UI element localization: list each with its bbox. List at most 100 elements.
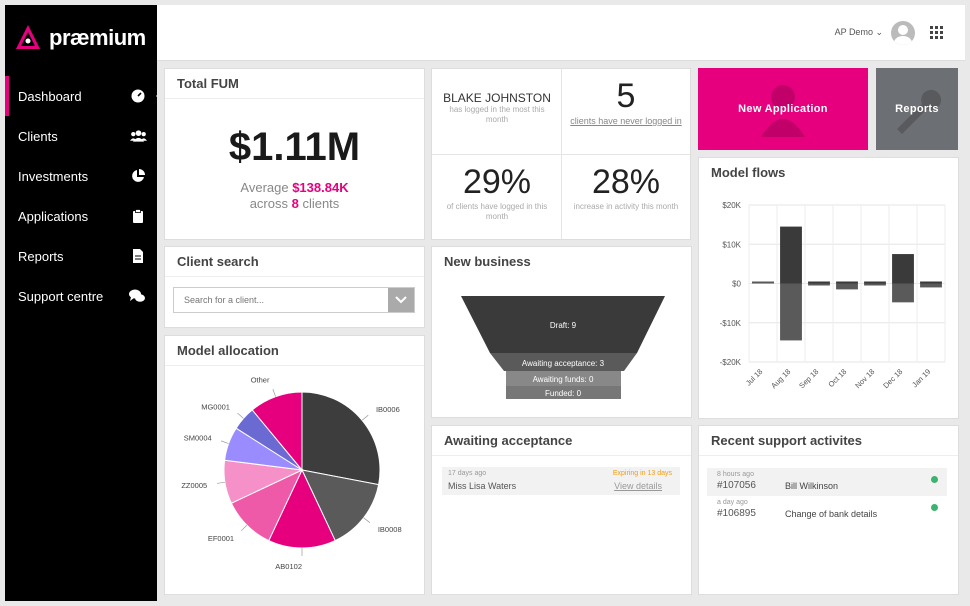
top-user-caption: has logged in the most this month — [449, 105, 545, 124]
bar-oct-18[interactable] — [836, 283, 858, 290]
y-tick-label: $0 — [732, 280, 741, 289]
activity-caption: increase in activity this month — [573, 202, 679, 211]
new-business-card: New business Draft: 9 Awaiting acceptanc… — [431, 246, 692, 418]
sidebar: præmium Dashboard Clients Investments Ap… — [5, 5, 163, 601]
activity-value: 28% — [591, 163, 661, 201]
funnel-label-funded: Funded: 0 — [545, 389, 582, 398]
pie-label-leader — [363, 517, 371, 523]
recent-support-card: Recent support activites 8 hours ago #10… — [698, 425, 959, 595]
never-logged-link[interactable]: clients have never logged in — [570, 116, 682, 126]
sidebar-item-applications[interactable]: Applications — [5, 196, 157, 236]
pie-label: ZZ0005 — [181, 481, 207, 490]
stats-card: BLAKE JOHNSTON has logged in the most th… — [431, 68, 691, 240]
brand-name: præmium — [49, 24, 146, 50]
pie-slice-ib0006[interactable] — [301, 391, 381, 486]
funnel-stage-awaiting-acceptance[interactable] — [490, 353, 637, 371]
pie-label-leader — [237, 412, 244, 419]
sidebar-item-clients[interactable]: Clients — [5, 116, 157, 156]
list-item[interactable]: 17 days ago Miss Lisa Waters Expiring in… — [442, 467, 680, 495]
search-box — [173, 287, 415, 313]
pie-slice-other[interactable] — [251, 391, 303, 472]
bar-aug-18[interactable] — [780, 226, 802, 284]
bar-oct-18[interactable] — [836, 281, 858, 284]
card-title: Model flows — [711, 165, 786, 180]
x-tick-label: Nov 18 — [853, 367, 876, 390]
funnel-label-awaiting-acceptance: Awaiting acceptance: 3 — [522, 359, 605, 368]
wrench-icon — [897, 89, 942, 134]
y-tick-label: -$10K — [720, 319, 742, 328]
apps-grid-icon[interactable] — [930, 26, 943, 39]
bar-dec-18[interactable] — [892, 254, 914, 284]
pie-label: AB0102 — [275, 562, 302, 571]
chat-icon — [129, 289, 145, 302]
bar-nov-18[interactable] — [864, 281, 886, 284]
search-input[interactable] — [174, 288, 388, 312]
top-user-name: BLAKE JOHNSTON — [443, 91, 551, 105]
sidebar-item-label: Dashboard — [18, 88, 82, 104]
list-item[interactable]: 8 hours ago #107056 Bill Wilkinson — [707, 468, 947, 496]
bar-jan-19[interactable] — [920, 283, 942, 288]
funnel-stage-funded[interactable] — [506, 386, 621, 399]
row-expiry: Expiring in 13 days — [612, 470, 672, 477]
sidebar-item-dashboard[interactable]: Dashboard — [5, 76, 163, 116]
sidebar-item-label: Investments — [18, 168, 89, 184]
card-title: New business — [444, 254, 531, 269]
sidebar-item-label: Applications — [18, 208, 89, 224]
sidebar-item-investments[interactable]: Investments — [5, 156, 157, 196]
bar-sep-18[interactable] — [808, 281, 830, 284]
funnel-label-awaiting-funds: Awaiting funds: 0 — [533, 375, 594, 384]
sidebar-item-reports[interactable]: Reports — [5, 236, 157, 276]
model-allocation-pie-chart: IB0006 IB0008 AB0102 EF0001 ZZ0005 SM0004 MG00… — [181, 376, 401, 571]
user-add-icon — [761, 85, 805, 137]
row-time: a day ago — [717, 499, 748, 506]
dashboard-gauge-icon — [131, 89, 145, 103]
pie-label: MG0001 — [201, 403, 230, 412]
client-count: 8 — [291, 196, 299, 211]
bar-aug-18[interactable] — [780, 283, 802, 341]
user-menu[interactable]: AP Demo ⌄ — [834, 27, 883, 37]
fum-value: $1.11M — [228, 125, 361, 169]
row-ticket: #106895 — [717, 508, 756, 519]
pie-label-leader — [217, 481, 226, 484]
bar-dec-18[interactable] — [892, 283, 914, 303]
pie-label-leader — [272, 388, 276, 397]
row-subject: Change of bank details — [785, 509, 878, 519]
sidebar-item-label: Clients — [18, 128, 58, 144]
x-tick-label: Jan 19 — [910, 367, 932, 389]
bar-sep-18[interactable] — [808, 283, 830, 286]
bar-nov-18[interactable] — [864, 283, 886, 286]
never-logged-stat: 5 clients have never logged in — [567, 77, 685, 127]
funnel-stage-awaiting-funds[interactable] — [506, 371, 621, 386]
never-logged-value: 5 — [616, 77, 636, 115]
x-tick-label: Jul 18 — [744, 367, 765, 388]
new-application-tile[interactable]: New Application — [698, 68, 868, 150]
card-title: Awaiting acceptance — [432, 426, 691, 456]
brand-logo[interactable]: præmium — [5, 5, 157, 70]
sidebar-item-support-centre[interactable]: Support centre — [5, 276, 157, 316]
bar-jul-18[interactable] — [752, 281, 774, 284]
logo-mark-icon — [16, 24, 40, 49]
logged-in-caption: of clients have logged in this month — [446, 202, 548, 221]
avatar[interactable] — [891, 21, 915, 45]
top-user-stat: BLAKE JOHNSTON has logged in the most th… — [438, 91, 556, 125]
pie-label: IB0006 — [376, 405, 400, 414]
search-dropdown-button[interactable] — [388, 288, 414, 312]
x-tick-label: Dec 18 — [881, 367, 904, 390]
view-details-link[interactable]: View details — [614, 481, 662, 491]
pie-chart-icon — [132, 169, 145, 182]
funnel-stage-draft[interactable] — [461, 296, 665, 353]
new-business-funnel: Draft: 9 Awaiting acceptance: 3 Awaiting… — [461, 296, 665, 399]
bar-jan-19[interactable] — [920, 281, 942, 284]
y-tick-label: -$20K — [720, 358, 742, 367]
list-item[interactable]: a day ago #106895 Change of bank details — [707, 497, 947, 525]
status-dot — [931, 504, 938, 511]
activity-stat: 28% increase in activity this month — [567, 163, 685, 212]
y-tick-label: $20K — [722, 201, 741, 210]
reports-tile[interactable]: Reports — [876, 68, 958, 150]
funnel-label-draft: Draft: 9 — [550, 321, 577, 330]
row-time: 8 hours ago — [717, 471, 754, 478]
sidebar-item-label: Support centre — [18, 288, 104, 304]
fum-average: Average $138.84K across 8 clients — [240, 180, 349, 211]
document-icon — [133, 249, 143, 263]
